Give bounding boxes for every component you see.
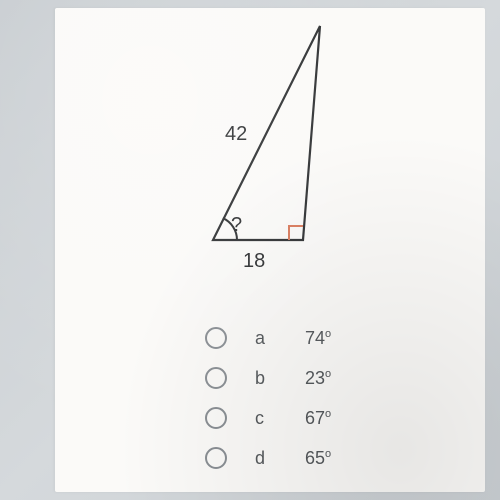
radio-icon[interactable] [205,407,227,429]
option-value: 67o [305,408,331,429]
question-card: 42 18 ? a 74o b 23o c 67o d 65o [55,8,485,492]
option-d[interactable]: d 65o [205,438,331,478]
unknown-angle-label: ? [231,214,242,237]
radio-icon[interactable] [205,327,227,349]
option-c[interactable]: c 67o [205,398,331,438]
option-value: 23o [305,368,331,389]
option-letter: a [255,328,305,349]
triangle-figure: 42 18 ? [165,18,355,278]
hypotenuse-label: 42 [225,123,247,146]
triangle-svg [165,18,355,278]
base-label: 18 [243,250,265,273]
option-letter: c [255,408,305,429]
option-b[interactable]: b 23o [205,358,331,398]
radio-icon[interactable] [205,367,227,389]
option-value: 74o [305,328,331,349]
radio-icon[interactable] [205,447,227,469]
right-angle-marker [289,226,303,240]
option-a[interactable]: a 74o [205,318,331,358]
option-value: 65o [305,448,331,469]
option-letter: d [255,448,305,469]
answer-options: a 74o b 23o c 67o d 65o [205,318,331,478]
option-letter: b [255,368,305,389]
